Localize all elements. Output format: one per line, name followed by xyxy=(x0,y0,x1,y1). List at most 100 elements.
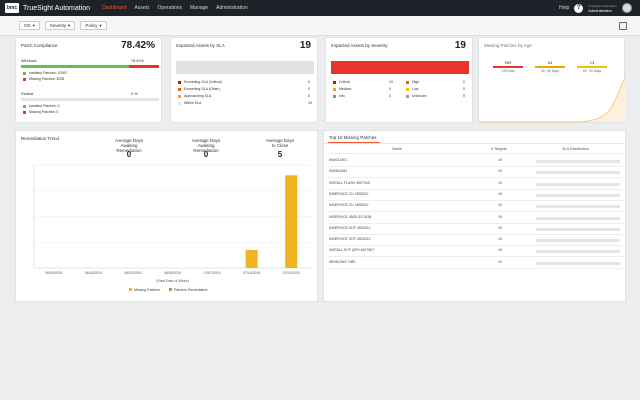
avg-days-awaiting-value-2: 0 xyxy=(203,150,209,159)
col-header-sla[interactable]: SLA Distribution xyxy=(562,147,590,151)
x-tick-label: 07/07/2019 xyxy=(204,271,221,275)
patch-targets: 19 xyxy=(498,225,502,230)
windows-label: Windows xyxy=(21,59,37,63)
age-bucket-bar xyxy=(535,66,565,68)
table-row[interactable]: INSTALL FLASH 4507345 19 xyxy=(324,179,629,190)
filter-os[interactable]: OS ▾ xyxy=(19,21,40,30)
severity-label: Critical xyxy=(339,80,350,84)
row-divider xyxy=(328,245,629,247)
age-bucket-label: 60 - 90 Days xyxy=(582,69,602,73)
patch-targets: 19 xyxy=(498,180,502,185)
age-bucket-bar xyxy=(577,66,607,68)
sla-distribution-bar xyxy=(536,171,620,175)
chart-bar xyxy=(285,175,298,268)
stat-label-line2: to Close xyxy=(271,143,289,148)
table-row[interactable]: INSERVICE 4505 GS 3236 19 xyxy=(324,213,629,224)
installed-legend-swatch xyxy=(23,72,26,75)
age-bucket[interactable]: 959 <30 Days xyxy=(489,60,527,80)
table-row[interactable]: INSTALL SCP QPH 4507567 19 xyxy=(324,246,629,258)
age-bucket[interactable]: 13 60 - 90 Days xyxy=(573,60,611,80)
nav-operations[interactable]: Operations xyxy=(157,5,183,11)
severity-swatch xyxy=(333,88,336,91)
age-bucket[interactable]: 54 30 - 60 Days xyxy=(531,60,569,80)
table-row[interactable]: KB4503451 19 xyxy=(324,167,629,179)
help-link[interactable]: Help xyxy=(558,5,570,11)
card-title: Impacted Assets by Severity xyxy=(331,43,388,48)
patch-name: WINDOWS 7980 xyxy=(329,259,356,264)
table-row[interactable]: INSERVICE SCP 4504212 19 xyxy=(324,224,629,235)
sla-swatch xyxy=(178,88,181,91)
header-divider xyxy=(328,153,629,154)
windows-missing: Missing Patches: 3028 xyxy=(29,77,65,81)
card-title: Missing Patches by Age xyxy=(484,43,532,48)
age-bucket-bar xyxy=(493,66,523,68)
age-trend-line xyxy=(479,77,626,123)
row-divider xyxy=(328,267,629,269)
x-tick-label: 07/21/2019 xyxy=(283,271,300,275)
nav-administration[interactable]: Administration xyxy=(216,5,248,11)
filter-bar: OS ▾ Severity ▾ Policy ▾ xyxy=(0,16,640,36)
redhat-installed: Installed Patches: 0 xyxy=(29,104,60,108)
severity-count: 0 xyxy=(389,94,391,98)
sla-distribution-bar xyxy=(176,61,314,74)
table-row[interactable]: INSERVICE CU 4503012 19 xyxy=(324,201,629,213)
filter-severity[interactable]: Severity ▾ xyxy=(44,21,76,30)
nav-dashboard[interactable]: Dashboard xyxy=(102,5,127,11)
severity-label: Low xyxy=(412,87,419,91)
col-header-name[interactable]: Name xyxy=(392,147,403,151)
patch-name: KB4012401 xyxy=(329,158,348,162)
nav-manage[interactable]: Manage xyxy=(190,5,209,11)
nav-assets[interactable]: Assets xyxy=(134,5,150,11)
severity-count: 0 xyxy=(389,87,391,91)
legend-label: Patches Remediated xyxy=(174,288,207,292)
patch-name: INSTALL SCP QPH 4507567 xyxy=(329,248,375,253)
help-icon[interactable]: ? xyxy=(574,3,584,13)
chevron-down-icon: ▾ xyxy=(32,22,35,28)
chevron-down-icon: ▾ xyxy=(68,22,71,28)
col-header-targets[interactable]: # Targets xyxy=(491,147,507,151)
severity-count: 0 xyxy=(463,87,465,91)
severity-swatch xyxy=(406,81,409,84)
bmc-logo: bmc xyxy=(5,3,19,13)
card-title: Remediation Trend xyxy=(21,136,60,141)
remediation-trend-card: Remediation Trend Average Days Awaiting R… xyxy=(15,130,318,302)
row-divider xyxy=(328,199,629,201)
user-info[interactable]: TrueSight Automation Administrator xyxy=(588,4,617,13)
age-bucket-label: <30 Days xyxy=(501,69,515,73)
row-divider xyxy=(328,188,629,190)
avg-days-close-value: 5 xyxy=(277,150,283,159)
missing-by-age-card: Missing Patches by Age 959 <30 Days 54 30 -… xyxy=(478,37,626,123)
windows-compliance-fill xyxy=(21,65,130,68)
filter-policy-label: Policy xyxy=(85,23,98,28)
chevron-down-icon: ▾ xyxy=(99,22,102,28)
table-row[interactable]: INSERVICE CU 4503012 19 xyxy=(324,190,629,201)
tab-top-missing[interactable]: Top 10 Missing Patches xyxy=(329,135,377,140)
edit-dashboard-icon[interactable] xyxy=(619,22,627,30)
patch-targets: 19 xyxy=(498,259,502,264)
row-divider xyxy=(328,256,629,258)
filter-policy[interactable]: Policy ▾ xyxy=(80,21,107,30)
severity-total: 19 xyxy=(454,40,466,51)
row-divider xyxy=(328,222,629,224)
stat-label-line2: Awaiting Remediation xyxy=(116,143,142,153)
patch-targets: 19 xyxy=(498,191,502,196)
row-divider xyxy=(328,166,629,167)
table-row[interactable]: WINDOWS 7980 19 xyxy=(324,258,629,269)
patch-targets: 19 xyxy=(498,169,502,174)
patch-targets: 19 xyxy=(498,214,502,219)
avatar[interactable] xyxy=(622,3,632,13)
top-bar: bmc TrueSight Automation Dashboard Asset… xyxy=(0,0,640,16)
table-row[interactable]: KB4012401 19 xyxy=(324,156,629,167)
sla-row-count: 0 xyxy=(308,80,310,84)
patch-targets: 19 xyxy=(498,158,502,162)
table-row[interactable]: INSERVICE SCP 4504213 19 xyxy=(324,235,629,247)
topbar-right: Help ? TrueSight Automation Administrato… xyxy=(559,3,632,13)
card-title: Patch Compliance xyxy=(21,43,58,48)
sla-distribution-bar xyxy=(536,160,620,163)
tab-divider xyxy=(324,143,625,144)
redhat-label: Redhat xyxy=(21,92,34,96)
patch-targets: 19 xyxy=(498,237,502,242)
patch-name: KB4503451 xyxy=(329,169,348,174)
sla-distribution-bar xyxy=(536,205,620,209)
patch-name: INSERVICE SCP 4504212 xyxy=(329,225,371,230)
